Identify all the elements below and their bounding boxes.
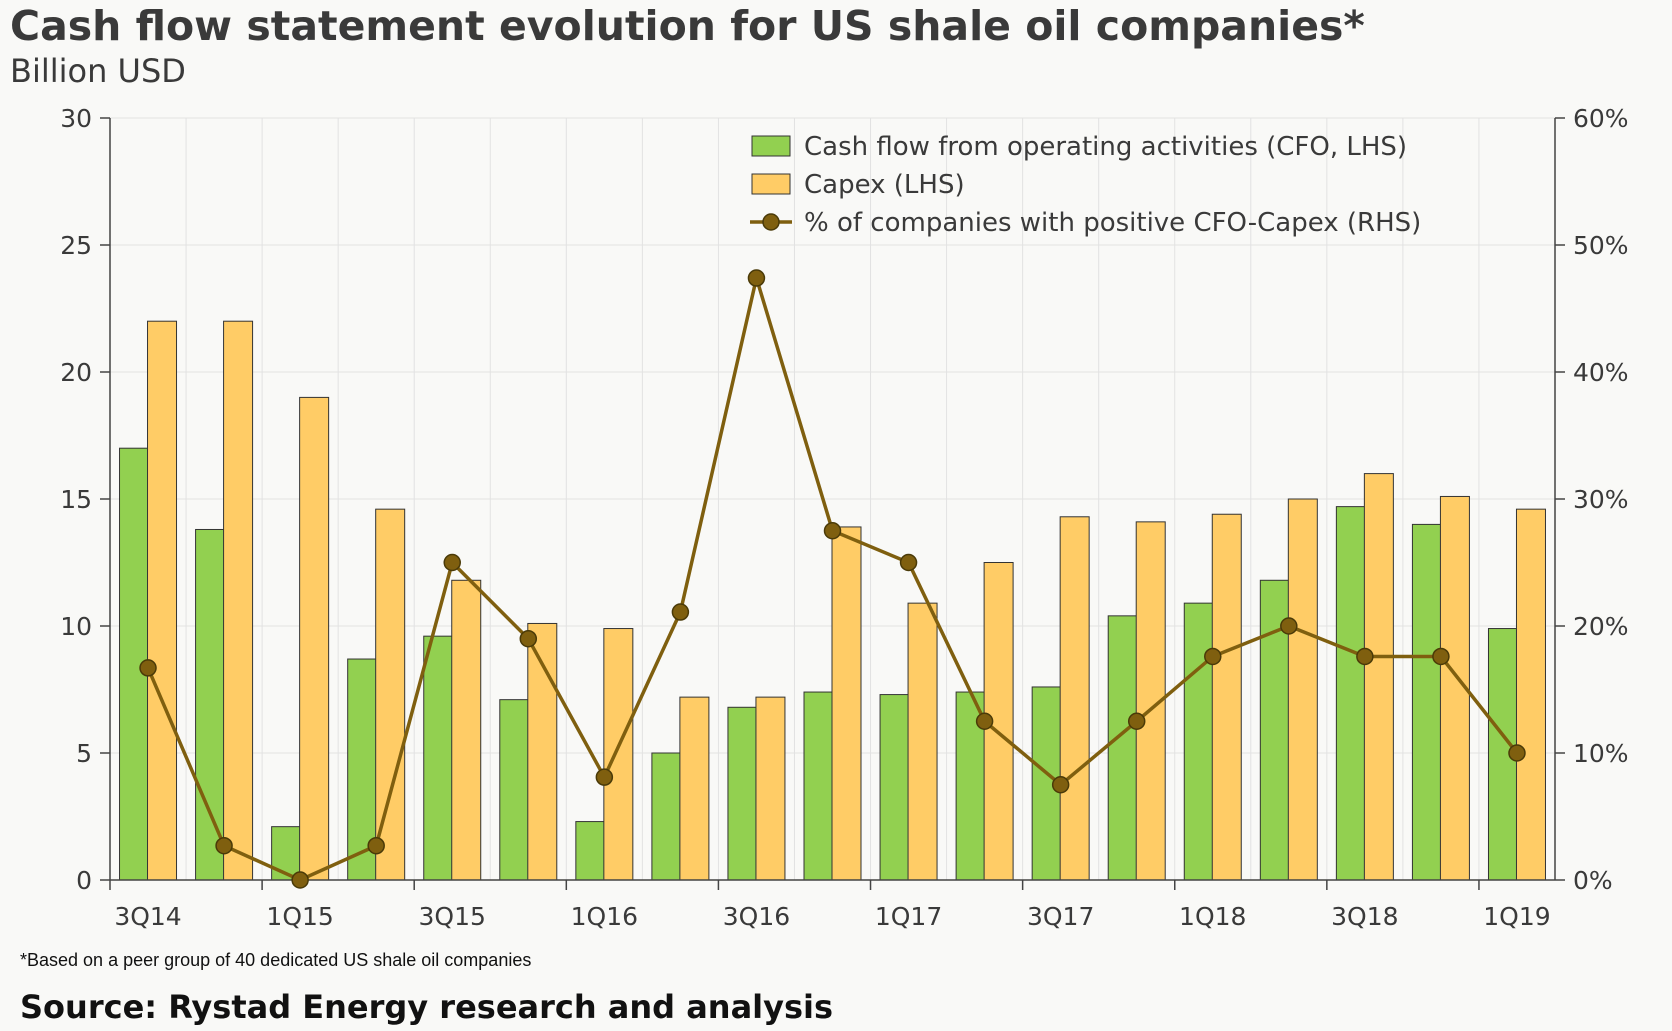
capex-bar (1363, 473, 1394, 881)
cfo-bar (195, 528, 226, 881)
percent-positive-point (1051, 776, 1070, 794)
percent-positive-point (443, 553, 461, 572)
cfo-bar (1335, 506, 1366, 881)
chart-title: Cash flow statement evolution for US sha… (10, 2, 1365, 50)
capex-bar (831, 526, 862, 881)
right-axis-tick-label: 30% (1573, 485, 1629, 514)
percent-positive-point (1280, 617, 1298, 635)
cfo-bar (879, 694, 910, 881)
cfo-bar (1183, 602, 1214, 881)
percent-positive-point (367, 836, 385, 855)
x-axis-tick-label: 1Q15 (266, 902, 333, 931)
cfo-bar (651, 752, 682, 881)
capex-bar (603, 628, 634, 881)
x-axis-tick-label: 3Q14 (114, 902, 181, 931)
left-axis-tick-label: 5 (76, 739, 92, 768)
legend-label: Capex (LHS) (804, 170, 965, 200)
x-axis-tick-label: 1Q16 (571, 902, 638, 931)
legend-cfo-swatch (751, 135, 791, 157)
capex-bar (1059, 516, 1090, 881)
percent-positive-point (899, 553, 918, 572)
percent-positive-point (1356, 647, 1374, 666)
x-axis-tick-label: 1Q19 (1483, 902, 1550, 931)
left-axis-tick-label: 20 (60, 358, 92, 387)
capex-bar (375, 508, 406, 881)
percent-positive-point (671, 603, 690, 621)
percent-positive-point (1204, 647, 1222, 666)
left-axis-tick-label: 10 (60, 612, 92, 641)
footnote: *Based on a peer group of 40 dedicated U… (20, 950, 532, 970)
percent-positive-point (1127, 712, 1146, 730)
right-axis-tick-label: 10% (1573, 739, 1629, 768)
percent-positive-point (975, 712, 994, 730)
legend-label: % of companies with positive CFO-Capex (… (804, 208, 1421, 238)
cfo-bar (1411, 523, 1442, 881)
x-axis-tick-label: 3Q16 (723, 902, 790, 931)
percent-positive-point (747, 269, 766, 287)
percent-positive-point (823, 522, 842, 540)
right-axis-tick-label: 0% (1573, 866, 1613, 895)
x-axis-tick-label: 1Q17 (875, 902, 942, 931)
capex-bar (451, 579, 482, 881)
capex-bar (299, 396, 330, 881)
right-axis-tick-label: 40% (1573, 358, 1629, 387)
percent-positive-point (291, 871, 309, 889)
capex-bar (1515, 508, 1546, 881)
cfo-bar (499, 699, 530, 881)
percent-positive-point (1508, 744, 1526, 762)
cfo-bar (423, 635, 454, 881)
percent-positive-point (215, 836, 233, 855)
capex-bar (1211, 513, 1242, 881)
cfo-bar (1107, 615, 1138, 881)
legend-label: Cash flow from operating activities (CFO… (804, 132, 1407, 162)
right-axis-tick-label: 20% (1573, 612, 1629, 641)
source-note: Source: Rystad Energy research and analy… (20, 988, 834, 1026)
legend-marker-swatch (762, 213, 780, 231)
left-axis-tick-label: 0 (76, 866, 92, 895)
percent-positive-point (595, 768, 614, 786)
left-axis-tick-label: 15 (60, 485, 92, 514)
capex-bar (1287, 498, 1318, 881)
left-axis-tick-label: 25 (60, 231, 92, 260)
capex-bar (679, 696, 710, 881)
cfo-bar (727, 706, 758, 881)
percent-positive-point (1432, 647, 1450, 666)
left-axis-tick-label: 30 (60, 104, 92, 133)
capex-bar (907, 602, 938, 881)
x-axis-tick-label: 3Q17 (1027, 902, 1094, 931)
legend-capex-swatch (751, 173, 791, 195)
capex-bar (147, 320, 178, 881)
right-axis-tick-label: 60% (1573, 104, 1629, 133)
percent-positive-point (519, 629, 538, 648)
x-axis-tick-label: 3Q18 (1331, 902, 1398, 931)
percent-positive-point (139, 659, 157, 677)
cfo-bar (803, 691, 834, 881)
x-axis-tick-label: 3Q15 (419, 902, 486, 931)
capex-bar (223, 320, 254, 881)
right-axis-tick-label: 50% (1573, 231, 1629, 260)
cfo-bar (575, 821, 606, 881)
x-axis-tick-label: 1Q18 (1179, 902, 1246, 931)
chart-subtitle: Billion USD (10, 52, 186, 90)
capex-bar (755, 696, 786, 881)
